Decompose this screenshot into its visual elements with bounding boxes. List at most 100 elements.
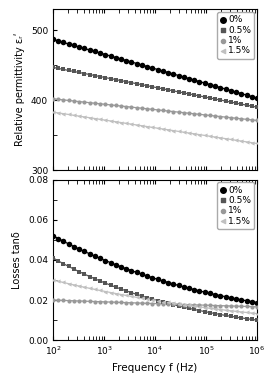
Point [255,141,259,147]
Point [114,291,118,297]
Point [218,293,223,299]
Point [176,301,181,307]
Point [119,103,123,109]
Point [67,281,71,287]
Point [234,89,238,95]
Point [51,233,55,239]
Point [192,92,196,98]
Point [114,284,118,290]
Point [93,276,97,282]
Point [103,74,107,81]
Point [250,316,254,322]
Point [208,305,212,311]
Point [103,117,107,123]
Point [234,100,238,106]
Point [77,298,81,304]
Point [156,297,160,304]
Point [108,299,113,305]
Point [72,282,76,288]
Point [51,297,55,303]
Point [108,76,113,82]
Point [119,299,123,305]
Point [171,301,175,307]
Point [135,122,139,128]
Point [61,261,65,267]
Point [197,304,202,310]
Point [82,45,86,51]
Point [114,262,118,268]
Point [218,303,223,309]
Point [56,65,60,71]
Point [67,263,71,270]
Point [197,111,202,117]
Point [108,290,113,296]
Point [245,298,249,304]
Point [156,67,160,73]
Point [239,101,244,107]
Point [156,85,160,91]
Point [171,127,175,133]
Point [182,129,186,135]
Point [176,129,181,135]
Point [129,59,134,65]
Point [187,285,191,291]
Point [203,305,207,311]
Point [98,74,102,80]
Point [114,54,118,60]
Point [87,100,92,106]
Point [166,301,170,307]
Point [114,299,118,305]
Point [61,67,65,73]
Point [161,278,165,284]
Point [245,316,249,322]
Point [166,70,170,76]
Point [182,304,186,310]
Point [182,90,186,96]
Point [124,288,128,294]
Point [67,112,71,118]
Point [114,77,118,83]
Point [203,80,207,86]
Point [72,112,76,118]
Point [192,77,196,83]
Point [124,79,128,85]
Point [182,302,186,308]
Point [245,310,249,316]
Point [192,111,196,117]
Point [224,307,228,313]
Point [119,56,123,62]
Point [135,81,139,87]
Point [234,303,238,309]
Point [250,304,254,310]
Point [150,275,154,281]
Point [187,110,191,116]
Point [218,135,223,141]
Point [51,255,55,261]
Point [56,258,60,264]
Point [171,108,175,115]
Point [67,41,71,47]
Point [129,300,134,306]
Point [203,308,207,314]
Point [103,101,107,107]
Point [187,305,191,311]
Point [161,68,165,74]
Point [197,93,202,99]
Point [135,270,139,276]
Point [250,139,254,146]
Point [67,67,71,73]
Point [255,317,259,323]
Point [250,94,254,100]
Point [166,299,170,305]
Point [166,108,170,114]
Point [229,115,233,121]
Point [250,117,254,123]
Point [197,288,202,294]
Point [145,296,149,302]
Point [239,138,244,144]
Point [224,98,228,104]
Point [208,290,212,296]
Point [203,112,207,118]
Point [166,301,170,307]
Point [161,299,165,305]
